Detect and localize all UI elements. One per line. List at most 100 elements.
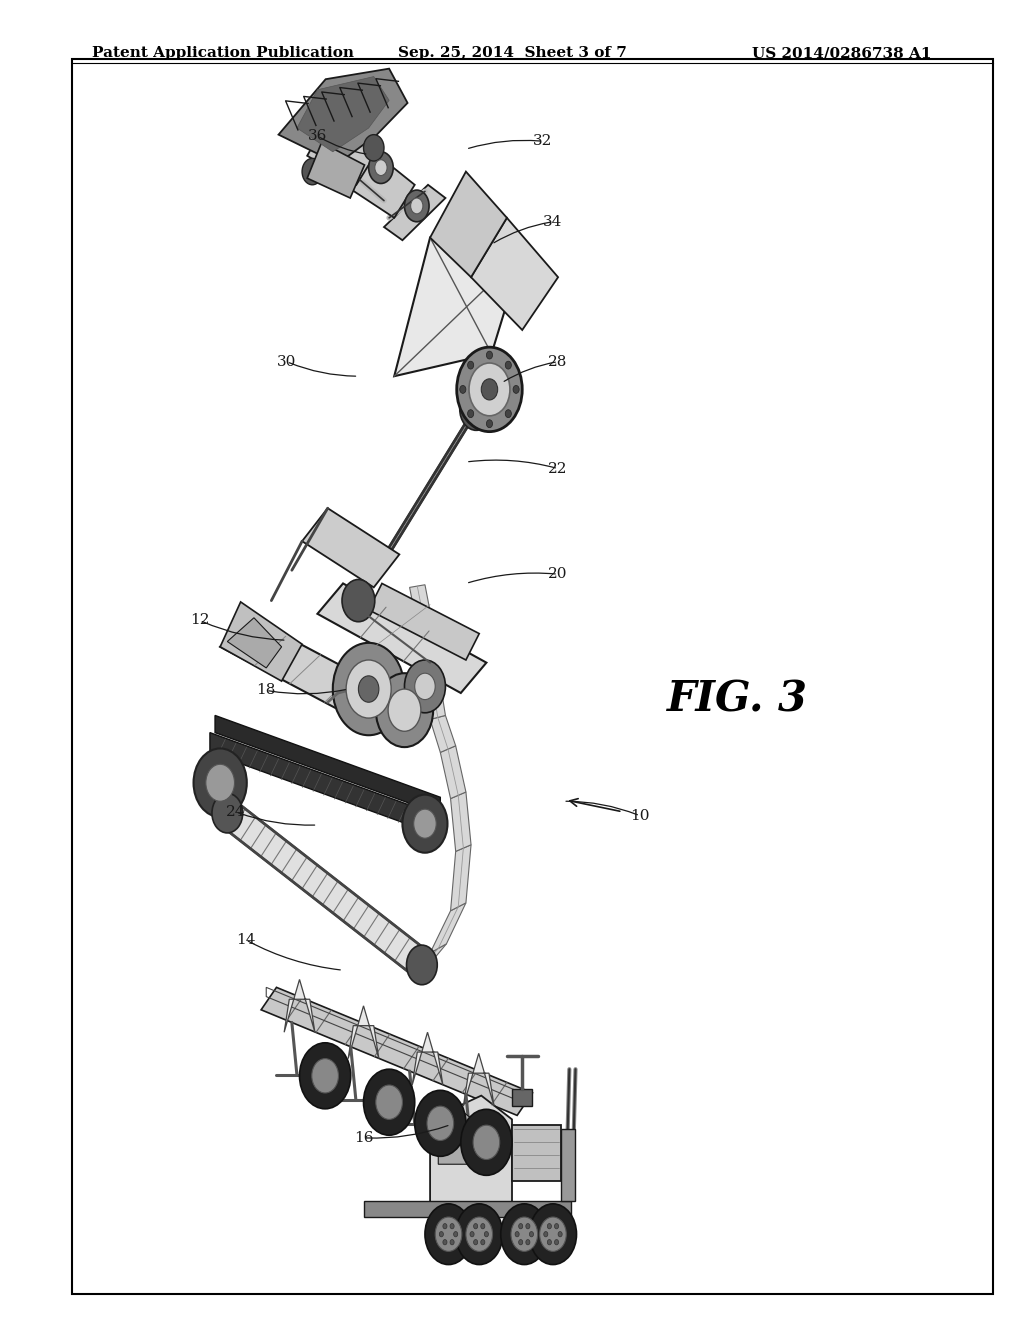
Polygon shape — [420, 649, 440, 686]
Circle shape — [461, 1109, 512, 1175]
Circle shape — [439, 1232, 443, 1237]
Circle shape — [529, 1232, 534, 1237]
Polygon shape — [215, 715, 440, 814]
Circle shape — [468, 362, 474, 370]
Circle shape — [486, 420, 493, 428]
Text: US 2014/0286738 A1: US 2014/0286738 A1 — [753, 46, 932, 61]
Text: 34: 34 — [544, 215, 562, 228]
Circle shape — [369, 152, 393, 183]
Text: 18: 18 — [257, 684, 275, 697]
Circle shape — [407, 945, 437, 985]
Polygon shape — [512, 1089, 532, 1106]
Circle shape — [194, 748, 247, 817]
Circle shape — [468, 409, 474, 417]
Circle shape — [469, 363, 510, 416]
Polygon shape — [279, 69, 408, 164]
Polygon shape — [410, 585, 430, 614]
Circle shape — [515, 1232, 519, 1237]
Circle shape — [402, 795, 447, 853]
Circle shape — [346, 660, 391, 718]
Polygon shape — [220, 602, 302, 681]
Polygon shape — [384, 185, 445, 240]
Circle shape — [212, 793, 243, 833]
Circle shape — [505, 409, 511, 417]
Polygon shape — [307, 119, 377, 185]
Circle shape — [414, 809, 436, 838]
Text: 24: 24 — [225, 805, 246, 818]
Text: 16: 16 — [353, 1131, 374, 1144]
Circle shape — [425, 1204, 472, 1265]
Polygon shape — [430, 715, 456, 752]
Polygon shape — [369, 583, 479, 660]
Polygon shape — [317, 583, 486, 693]
Circle shape — [358, 676, 379, 702]
Circle shape — [456, 1204, 503, 1265]
Circle shape — [376, 673, 433, 747]
Text: 36: 36 — [308, 129, 327, 143]
Text: 12: 12 — [189, 614, 210, 627]
Polygon shape — [227, 618, 282, 668]
Circle shape — [526, 1239, 530, 1245]
Polygon shape — [425, 684, 445, 719]
Circle shape — [415, 673, 435, 700]
Circle shape — [547, 1239, 551, 1245]
Polygon shape — [451, 792, 471, 851]
Circle shape — [473, 1239, 477, 1245]
Polygon shape — [210, 733, 435, 834]
Circle shape — [442, 1239, 446, 1245]
Circle shape — [376, 1085, 402, 1119]
Circle shape — [481, 379, 498, 400]
Circle shape — [473, 1125, 500, 1159]
Circle shape — [206, 764, 234, 801]
Circle shape — [481, 1224, 485, 1229]
Circle shape — [511, 1217, 538, 1251]
Text: 28: 28 — [549, 355, 567, 368]
Polygon shape — [412, 1032, 442, 1085]
Circle shape — [548, 1224, 552, 1229]
Circle shape — [342, 579, 375, 622]
Text: 32: 32 — [534, 135, 552, 148]
Circle shape — [519, 1224, 523, 1229]
Polygon shape — [394, 238, 522, 376]
Circle shape — [451, 1224, 455, 1229]
Polygon shape — [348, 148, 415, 218]
Circle shape — [484, 1232, 488, 1237]
Text: FIG. 3: FIG. 3 — [667, 678, 808, 721]
Circle shape — [375, 160, 387, 176]
Circle shape — [481, 1239, 485, 1245]
Circle shape — [526, 1224, 530, 1229]
Circle shape — [518, 1239, 522, 1245]
Circle shape — [460, 385, 466, 393]
Circle shape — [415, 1090, 466, 1156]
Circle shape — [299, 1043, 350, 1109]
Circle shape — [486, 351, 493, 359]
Circle shape — [364, 135, 384, 161]
Circle shape — [302, 158, 323, 185]
Circle shape — [364, 1069, 415, 1135]
Circle shape — [454, 1232, 458, 1237]
Text: 22: 22 — [548, 462, 568, 475]
Circle shape — [333, 643, 404, 735]
Polygon shape — [561, 1129, 575, 1201]
Circle shape — [427, 1106, 454, 1140]
Circle shape — [505, 362, 511, 370]
Circle shape — [501, 1204, 548, 1265]
Polygon shape — [430, 172, 507, 277]
Polygon shape — [364, 1201, 571, 1217]
Polygon shape — [451, 845, 471, 911]
Polygon shape — [430, 1096, 512, 1204]
Circle shape — [544, 1232, 548, 1237]
Circle shape — [404, 660, 445, 713]
Circle shape — [451, 1239, 455, 1245]
Polygon shape — [261, 987, 532, 1115]
Polygon shape — [348, 1006, 379, 1059]
Circle shape — [470, 1232, 474, 1237]
Polygon shape — [297, 77, 389, 152]
Circle shape — [404, 190, 429, 222]
Circle shape — [435, 1217, 462, 1251]
Polygon shape — [220, 618, 425, 739]
Circle shape — [311, 1059, 338, 1093]
Text: 10: 10 — [630, 809, 650, 822]
Polygon shape — [415, 944, 446, 970]
Polygon shape — [348, 396, 486, 614]
